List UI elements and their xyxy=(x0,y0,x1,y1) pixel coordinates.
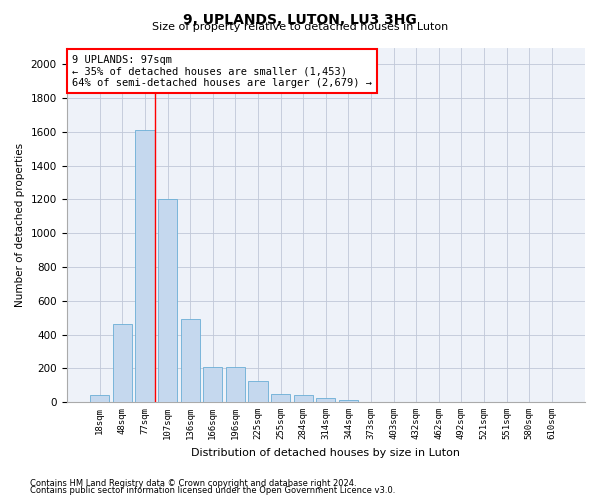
Bar xyxy=(316,398,335,402)
Bar xyxy=(226,366,245,402)
Bar xyxy=(203,366,223,402)
X-axis label: Distribution of detached houses by size in Luton: Distribution of detached houses by size … xyxy=(191,448,460,458)
Text: 9 UPLANDS: 97sqm
← 35% of detached houses are smaller (1,453)
64% of semi-detach: 9 UPLANDS: 97sqm ← 35% of detached house… xyxy=(72,54,372,88)
Bar xyxy=(181,320,200,402)
Text: Size of property relative to detached houses in Luton: Size of property relative to detached ho… xyxy=(152,22,448,32)
Text: Contains HM Land Registry data © Crown copyright and database right 2024.: Contains HM Land Registry data © Crown c… xyxy=(30,478,356,488)
Text: Contains public sector information licensed under the Open Government Licence v3: Contains public sector information licen… xyxy=(30,486,395,495)
Bar xyxy=(113,324,132,402)
Bar xyxy=(248,381,268,402)
Bar xyxy=(339,400,358,402)
Bar xyxy=(136,130,155,402)
Bar xyxy=(293,396,313,402)
Y-axis label: Number of detached properties: Number of detached properties xyxy=(15,142,25,307)
Bar xyxy=(90,396,109,402)
Bar xyxy=(271,394,290,402)
Text: 9, UPLANDS, LUTON, LU3 3HG: 9, UPLANDS, LUTON, LU3 3HG xyxy=(183,12,417,26)
Bar xyxy=(158,200,177,402)
